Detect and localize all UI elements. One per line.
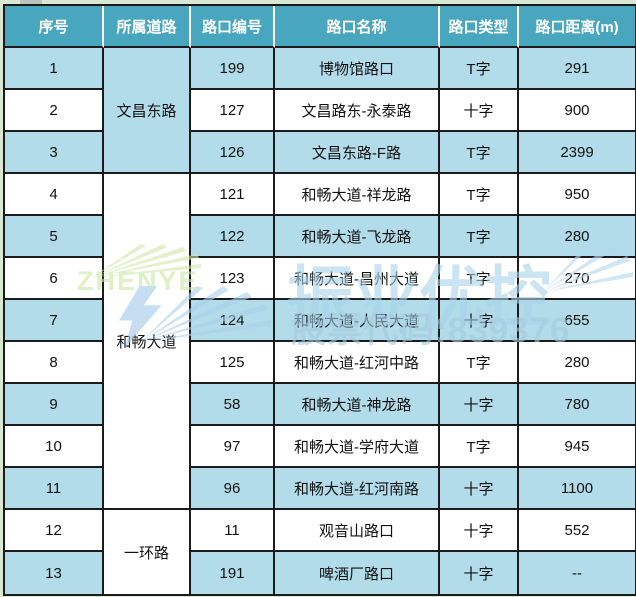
name-cell: 文昌路东-永泰路 <box>275 90 440 132</box>
seq-cell: 4 <box>5 174 104 216</box>
type-cell: 十字 <box>440 384 519 426</box>
name-cell: 啤酒厂路口 <box>275 552 440 594</box>
type-cell: 十字 <box>440 300 519 342</box>
distance-cell: 291 <box>519 48 635 90</box>
distance-cell: -- <box>519 552 635 594</box>
name-cell: 和畅大道-红河南路 <box>275 468 440 510</box>
seq-cell: 9 <box>5 384 104 426</box>
top-notch <box>20 0 42 4</box>
id-cell: 123 <box>191 258 275 300</box>
type-cell: T字 <box>440 48 519 90</box>
seq-cell: 8 <box>5 342 104 384</box>
type-cell: T字 <box>440 216 519 258</box>
name-cell: 和畅大道-神龙路 <box>275 384 440 426</box>
table-row: 4 和畅大道 121 和畅大道-祥龙路 T字 950 <box>5 174 635 510</box>
table-row: 3 126 文昌东路-F路 T字 2399 <box>5 132 635 174</box>
name-cell: 观音山路口 <box>275 510 440 552</box>
distance-cell: 900 <box>519 90 635 132</box>
distance-cell: 552 <box>519 510 635 552</box>
intersection-table: 序号 所属道路 路口编号 路口名称 路口类型 路口距离(m) 1 文昌东路 199 博物馆路口 T… <box>3 4 636 596</box>
id-cell: 125 <box>191 342 275 384</box>
type-cell: 十字 <box>440 552 519 594</box>
distance-cell: 280 <box>519 216 635 258</box>
distance-cell: 280 <box>519 342 635 384</box>
id-cell: 199 <box>191 48 275 90</box>
table-row: 7 124 和畅大道-人民大道 十字 655 <box>5 300 635 342</box>
table-row: 11 96 和畅大道-红河南路 十字 1100 <box>5 468 635 510</box>
distance-cell: 2399 <box>519 132 635 174</box>
type-cell: T字 <box>440 342 519 384</box>
distance-cell: 655 <box>519 300 635 342</box>
seq-cell: 2 <box>5 90 104 132</box>
id-cell: 124 <box>191 300 275 342</box>
type-cell: T字 <box>440 174 519 216</box>
table-row: 10 97 和畅大道-学府大道 T字 945 <box>5 426 635 468</box>
column-header-3: 路口编号 <box>191 6 275 48</box>
seq-cell: 13 <box>5 552 104 594</box>
type-cell: 十字 <box>440 90 519 132</box>
distance-cell: 945 <box>519 426 635 468</box>
table-row: 2 127 文昌路东-永泰路 十字 900 <box>5 90 635 132</box>
distance-cell: 270 <box>519 258 635 300</box>
seq-cell: 11 <box>5 468 104 510</box>
distance-cell: 780 <box>519 384 635 426</box>
type-cell: T字 <box>440 132 519 174</box>
column-header-1: 序号 <box>5 6 104 48</box>
header-row: 序号 所属道路 路口编号 路口名称 路口类型 路口距离(m) <box>5 6 635 48</box>
road-cell: 和畅大道 <box>104 174 191 510</box>
name-cell: 和畅大道-祥龙路 <box>275 174 440 216</box>
distance-cell: 1100 <box>519 468 635 510</box>
table-row: 6 123 和畅大道-昌州大道 T字 270 <box>5 258 635 300</box>
name-cell: 文昌东路-F路 <box>275 132 440 174</box>
road-cell: 文昌东路 <box>104 48 191 174</box>
id-cell: 127 <box>191 90 275 132</box>
name-cell: 博物馆路口 <box>275 48 440 90</box>
seq-cell: 3 <box>5 132 104 174</box>
road-cell: 一环路 <box>104 510 191 594</box>
intersection-table-wrap: 序号 所属道路 路口编号 路口名称 路口类型 路口距离(m) 1 文昌东路 199 博物馆路口 T… <box>3 4 636 596</box>
name-cell: 和畅大道-昌州大道 <box>275 258 440 300</box>
id-cell: 121 <box>191 174 275 216</box>
table-row: 8 125 和畅大道-红河中路 T字 280 <box>5 342 635 384</box>
name-cell: 和畅大道-人民大道 <box>275 300 440 342</box>
seq-cell: 6 <box>5 258 104 300</box>
column-header-5: 路口类型 <box>440 6 519 48</box>
name-cell: 和畅大道-学府大道 <box>275 426 440 468</box>
id-cell: 96 <box>191 468 275 510</box>
table-row: 1 文昌东路 199 博物馆路口 T字 291 <box>5 48 635 174</box>
seq-cell: 10 <box>5 426 104 468</box>
type-cell: 十字 <box>440 468 519 510</box>
id-cell: 58 <box>191 384 275 426</box>
id-cell: 11 <box>191 510 275 552</box>
seq-cell: 7 <box>5 300 104 342</box>
table-row: 5 122 和畅大道-飞龙路 T字 280 <box>5 216 635 258</box>
column-header-4: 路口名称 <box>275 6 440 48</box>
distance-cell: 950 <box>519 174 635 216</box>
type-cell: T字 <box>440 426 519 468</box>
column-header-6: 路口距离(m) <box>519 6 635 48</box>
id-cell: 126 <box>191 132 275 174</box>
type-cell: T字 <box>440 258 519 300</box>
id-cell: 122 <box>191 216 275 258</box>
id-cell: 191 <box>191 552 275 594</box>
name-cell: 和畅大道-飞龙路 <box>275 216 440 258</box>
column-header-2: 所属道路 <box>104 6 191 48</box>
type-cell: 十字 <box>440 510 519 552</box>
table-row: 9 58 和畅大道-神龙路 十字 780 <box>5 384 635 426</box>
name-cell: 和畅大道-红河中路 <box>275 342 440 384</box>
seq-cell: 1 <box>5 48 104 90</box>
id-cell: 97 <box>191 426 275 468</box>
table-row: 13 191 啤酒厂路口 十字 -- <box>5 552 635 594</box>
table-row: 12 一环路 11 观音山路口 十字 552 <box>5 510 635 594</box>
seq-cell: 12 <box>5 510 104 552</box>
seq-cell: 5 <box>5 216 104 258</box>
